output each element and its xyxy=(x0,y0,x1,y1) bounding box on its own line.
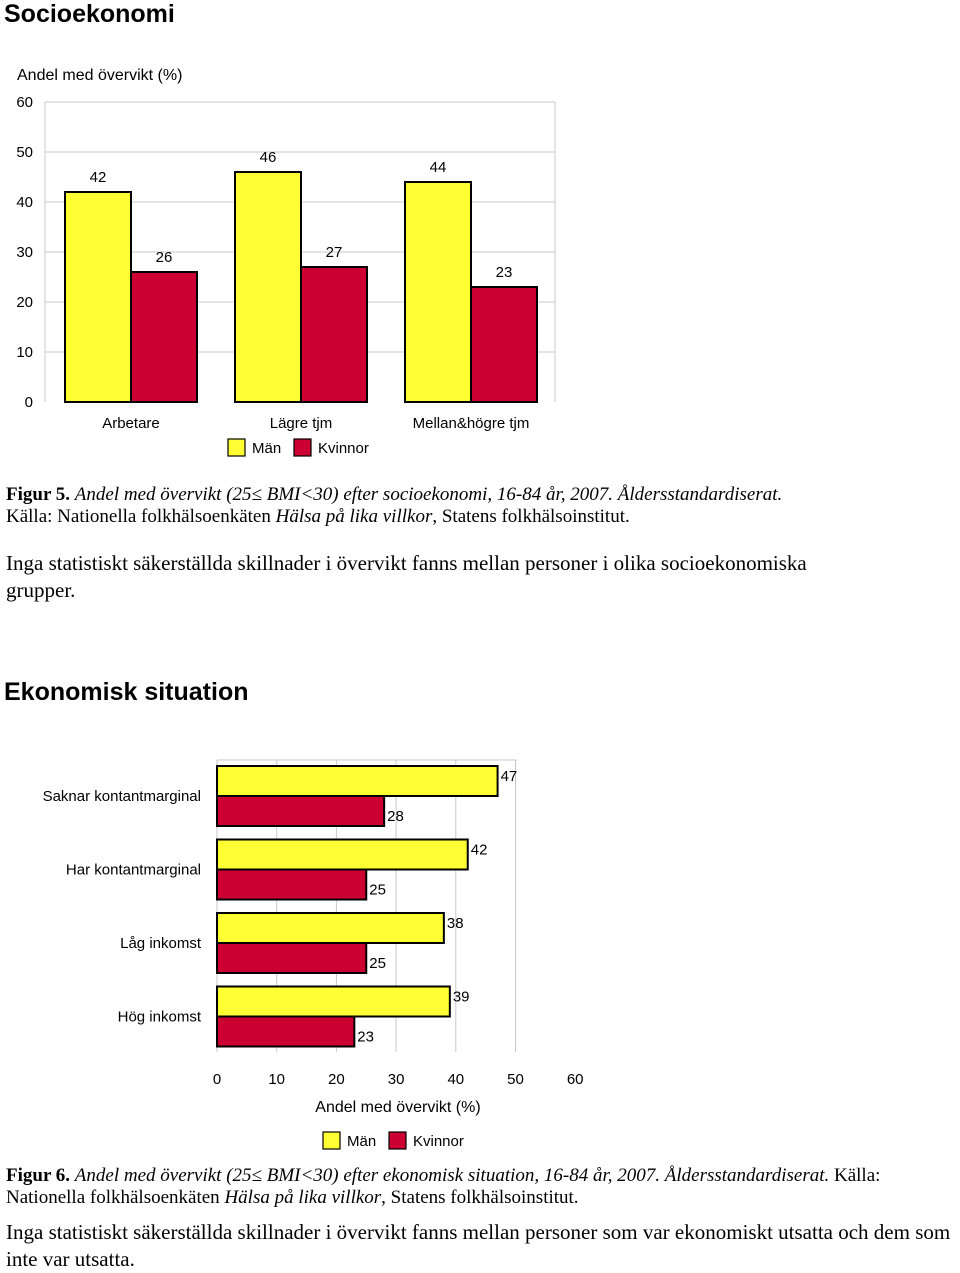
category-label: Låg inkomst xyxy=(120,935,202,952)
y-tick-labels: 0 10 20 30 40 50 60 xyxy=(16,94,33,411)
data-label: 27 xyxy=(326,244,343,261)
data-label: 42 xyxy=(90,169,107,186)
bar-kvinnor xyxy=(216,795,386,827)
legend-label: Kvinnor xyxy=(318,440,369,457)
y-tick-label: 40 xyxy=(16,194,33,211)
bar-kvinnor xyxy=(130,271,198,403)
bar-kvinnor xyxy=(216,942,368,974)
legend-swatch xyxy=(322,1131,341,1150)
bar-man xyxy=(64,191,132,403)
y-tick-label: 20 xyxy=(16,294,33,311)
legend-swatch xyxy=(227,438,246,457)
data-label: 46 xyxy=(260,149,277,166)
figure-title: Andel med övervikt (25≤ BMI<30) efter so… xyxy=(74,484,783,505)
y-tick-label: 10 xyxy=(16,344,33,361)
legend-label: Kvinnor xyxy=(413,1133,464,1150)
x-tick-label: 40 xyxy=(447,1071,464,1088)
y-tick-label: 50 xyxy=(16,144,33,161)
figure-source-prefix: Källa: Nationella folkhälsoenkäten xyxy=(6,506,276,527)
y-tick-label: 30 xyxy=(16,244,33,261)
figure-title: Andel med övervikt (25≤ BMI<30) efter ek… xyxy=(74,1165,830,1186)
x-tick-label: 50 xyxy=(507,1071,524,1088)
x-tick-labels: 0 10 20 30 40 50 60 xyxy=(213,1071,584,1088)
x-tick-label: 20 xyxy=(328,1071,345,1088)
data-label: 26 xyxy=(156,249,173,266)
x-axis-label: Andel med övervikt (%) xyxy=(315,1099,480,1116)
legend-label: Män xyxy=(347,1133,376,1150)
data-label: 38 xyxy=(447,915,464,932)
bar-man xyxy=(216,838,469,871)
x-tick-label: 60 xyxy=(567,1071,584,1088)
figure-source-title: Hälsa på lika villkor xyxy=(275,506,433,527)
data-label: 39 xyxy=(453,989,470,1006)
bars: 47 28 42 25 38 25 39 23 xyxy=(216,765,518,1048)
body-paragraph-2: Inga statistiskt säkerställda skillnader… xyxy=(6,1220,951,1271)
chart-ekonomisk-situation: 47 28 42 25 38 25 39 23 Saknar kontantmarginal H… xyxy=(43,759,584,1150)
bar-kvinnor xyxy=(470,286,538,403)
x-tick-label: 30 xyxy=(388,1071,405,1088)
y-axis-label: Andel med övervikt (%) xyxy=(17,67,182,84)
section-heading-socioekonomi: Socioekonomi xyxy=(4,0,175,28)
x-tick-label: Arbetare xyxy=(102,415,160,432)
bar-kvinnor xyxy=(216,1015,356,1048)
figure-label: Figur 6. xyxy=(6,1165,71,1186)
data-label: 28 xyxy=(387,808,404,825)
bar-kvinnor xyxy=(300,266,368,403)
data-label: 23 xyxy=(357,1029,374,1046)
bar-man xyxy=(216,985,451,1018)
y-tick-label: 60 xyxy=(16,94,33,111)
bar-man xyxy=(404,181,472,403)
data-label: 25 xyxy=(369,882,386,899)
category-labels: Saknar kontantmarginal Har kontantmargina… xyxy=(43,788,202,1026)
figure-caption-5: Figur 5. Andel med övervikt (25≤ BMI<30)… xyxy=(6,484,956,528)
data-label: 23 xyxy=(496,264,513,281)
figure-caption-6: Figur 6. Andel med övervikt (25≤ BMI<30)… xyxy=(6,1165,956,1209)
x-tick-label: 10 xyxy=(268,1071,285,1088)
figure-source-title: Hälsa på lika villkor xyxy=(224,1187,382,1208)
data-label: 44 xyxy=(430,159,447,176)
x-tick-label: Mellan&högre tjm xyxy=(413,415,530,432)
category-label: Har kontantmarginal xyxy=(66,862,201,879)
data-label: 47 xyxy=(501,768,518,785)
figure-source-prefix: Källa: Nationella folkhälsoenkäten xyxy=(6,1165,881,1208)
x-tick-label: 0 xyxy=(213,1071,221,1088)
category-label: Hög inkomst xyxy=(118,1009,202,1026)
bar-man xyxy=(234,171,302,403)
bar-man xyxy=(216,912,445,944)
figure-label: Figur 5. xyxy=(6,484,71,505)
chart-socioekonomi: Andel med övervikt (%) 0 10 20 30 40 50 60 42 2… xyxy=(16,67,556,457)
figure-source-suffix: , Statens folkhälsoinstitut. xyxy=(381,1187,579,1208)
legend-label: Män xyxy=(252,440,281,457)
data-label: 42 xyxy=(471,842,488,859)
bar-man xyxy=(216,765,499,797)
y-tick-label: 0 xyxy=(25,394,33,411)
legend: Män Kvinnor xyxy=(322,1131,464,1150)
bar-kvinnor xyxy=(216,868,368,901)
bars: 42 26 46 27 44 23 xyxy=(64,149,538,403)
section-heading-ekonomisk-situation: Ekonomisk situation xyxy=(4,678,249,706)
legend-swatch xyxy=(293,438,312,457)
body-paragraph-1: Inga statistiskt säkerställda skillnader… xyxy=(6,551,807,602)
data-label: 25 xyxy=(369,955,386,972)
x-tick-label: Lägre tjm xyxy=(270,415,333,432)
figure-source-suffix: , Statens folkhälsoinstitut. xyxy=(432,506,630,527)
legend-swatch xyxy=(388,1131,407,1150)
category-label: Saknar kontantmarginal xyxy=(43,788,201,805)
legend: Män Kvinnor xyxy=(227,438,369,457)
x-tick-labels: Arbetare Lägre tjm Mellan&högre tjm xyxy=(102,415,529,432)
